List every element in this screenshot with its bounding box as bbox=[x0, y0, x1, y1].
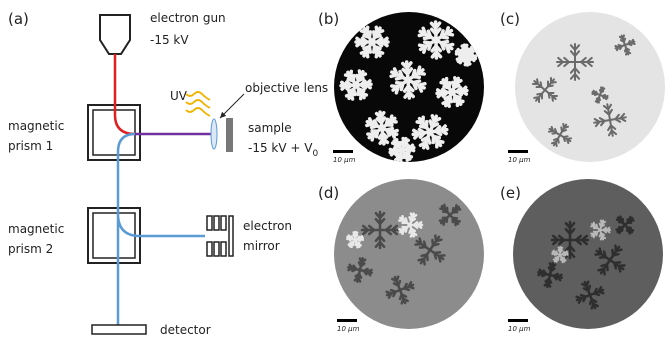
micrograph-e bbox=[513, 179, 663, 329]
objective-lens bbox=[211, 119, 217, 149]
prism-2-label: magnetic bbox=[8, 222, 64, 236]
mirror-label: mirror bbox=[243, 239, 280, 253]
scale-bar bbox=[508, 150, 528, 153]
scale-bar bbox=[337, 319, 357, 322]
scale-bar-label: 10 μm bbox=[337, 325, 360, 333]
figure: (a) electron gun -15 kV objective lens s… bbox=[0, 0, 672, 341]
detector bbox=[92, 325, 146, 334]
prism-1-label: magnetic bbox=[8, 119, 64, 133]
dendrite bbox=[419, 22, 452, 58]
micrograph-d bbox=[334, 179, 484, 329]
voltage-text: -15 kV + V bbox=[248, 141, 313, 155]
electron-mirror bbox=[207, 216, 233, 256]
sample-voltage: -15 kV + V0 bbox=[248, 141, 318, 159]
electron-gun bbox=[100, 15, 130, 54]
lens-label: objective lens bbox=[245, 81, 328, 95]
scale-bar-label: 10 μm bbox=[508, 325, 531, 333]
dendrite bbox=[341, 71, 371, 99]
uv-label: UV bbox=[170, 89, 188, 103]
panel-label: (b) bbox=[318, 10, 339, 28]
scale-bar bbox=[333, 150, 353, 153]
panel-label: (c) bbox=[500, 10, 520, 28]
sample bbox=[226, 118, 233, 152]
uv-rays bbox=[186, 92, 210, 116]
panel-label: (a) bbox=[8, 10, 29, 28]
panel-label: (e) bbox=[500, 184, 521, 202]
scale-bar bbox=[508, 319, 528, 322]
panel-label: (d) bbox=[318, 184, 339, 202]
scale-bar-label: 10 μm bbox=[508, 156, 531, 164]
detector-label: detector bbox=[160, 323, 211, 337]
prism-2-label: prism 2 bbox=[8, 242, 53, 256]
gun-label: electron gun bbox=[150, 11, 226, 25]
voltage-subscript: 0 bbox=[312, 149, 318, 159]
dendrite bbox=[356, 27, 388, 56]
gun-voltage: -15 kV bbox=[150, 33, 189, 47]
scale-bar-label: 10 μm bbox=[333, 156, 356, 164]
sample-label: sample bbox=[248, 121, 292, 135]
lens-arrow bbox=[220, 94, 244, 118]
prism-1-label: prism 1 bbox=[8, 139, 53, 153]
mirror-label: electron bbox=[243, 219, 292, 233]
